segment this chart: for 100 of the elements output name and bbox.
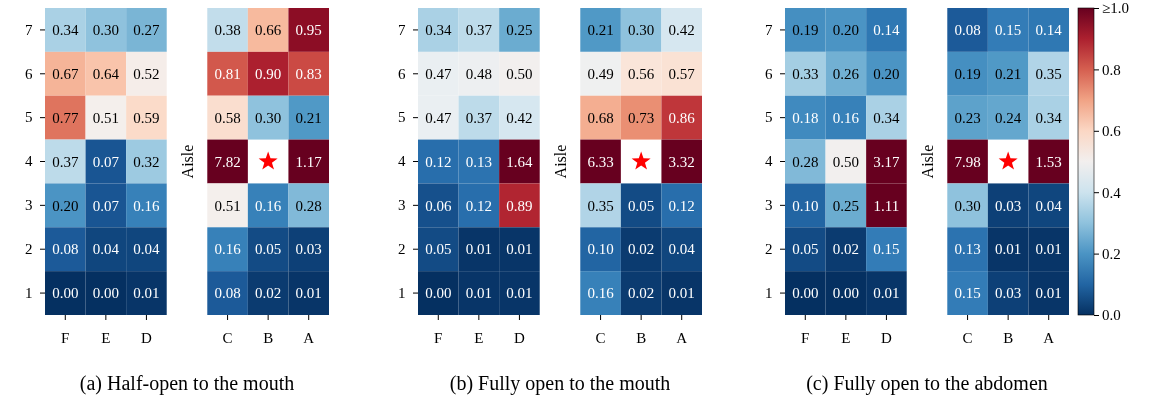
text: (b) Fully open to the mouth	[449, 372, 671, 395]
y-tick-label: 3	[398, 197, 406, 214]
data-label: 0.04	[92, 241, 120, 258]
data-label: 0.21	[587, 22, 614, 39]
data-label: 0.95	[295, 22, 322, 39]
y-tick-label: 5	[25, 109, 33, 126]
data-label: 0.47	[425, 66, 452, 83]
data-label: 1.64	[506, 153, 534, 170]
data-label: 0.34	[1035, 109, 1063, 126]
y-tick-label: 5	[398, 109, 406, 126]
data-label: 0.67	[52, 66, 79, 83]
data-label: 0.30	[255, 109, 282, 126]
data-label: 0.04	[133, 241, 161, 258]
y-tick-label: 7	[398, 21, 406, 38]
color-bar-label: 0.0	[1102, 307, 1121, 324]
data-label: 0.33	[792, 66, 819, 83]
data-label: 1.53	[1035, 153, 1062, 170]
data-label: 0.02	[832, 241, 859, 258]
data-label: 1.17	[295, 153, 323, 170]
x-tick-label: B	[636, 329, 647, 346]
data-label: 0.01	[465, 285, 492, 302]
data-label: 0.56	[628, 66, 655, 83]
data-label: 0.10	[792, 197, 819, 214]
data-label: 0.19	[954, 66, 981, 83]
data-label: 0.28	[295, 197, 322, 214]
y-tick-label: 3	[25, 197, 33, 214]
x-tick-label: F	[801, 329, 810, 346]
data-label: 7.82	[214, 153, 241, 170]
data-label: 0.25	[832, 197, 859, 214]
data-label: 0.05	[792, 241, 819, 258]
data-label: 0.37	[465, 109, 493, 126]
data-label: 0.01	[465, 241, 492, 258]
data-label: 0.13	[465, 153, 492, 170]
data-label: 0.50	[832, 153, 859, 170]
x-tick-label: D	[141, 329, 153, 346]
x-tick-label: A	[1043, 329, 1055, 346]
data-label: 0.02	[255, 285, 282, 302]
data-label: 0.66	[255, 22, 282, 39]
data-label: 0.30	[628, 22, 655, 39]
data-label: 0.01	[873, 285, 900, 302]
data-label: 0.01	[295, 285, 322, 302]
x-tick-label: B	[263, 329, 274, 346]
y-tick-label: 6	[25, 65, 33, 82]
y-tick-label: 1	[398, 284, 406, 301]
y-tick-label: 1	[765, 284, 773, 301]
data-label: 0.10	[587, 241, 614, 258]
data-label: 0.21	[995, 66, 1022, 83]
data-label: 0.50	[506, 66, 533, 83]
data-label: 0.00	[52, 285, 79, 302]
data-label: 0.01	[1035, 285, 1062, 302]
data-label: 0.42	[506, 109, 533, 126]
data-label: 0.24	[995, 109, 1022, 126]
data-label: 0.04	[1035, 197, 1063, 214]
data-label: 0.32	[133, 153, 160, 170]
x-tick-label: E	[841, 329, 851, 346]
data-label: 0.21	[295, 109, 322, 126]
color-bar-label: 0.2	[1102, 245, 1121, 262]
data-label: 0.34	[425, 22, 452, 39]
data-label: 0.20	[873, 66, 900, 83]
data-label: 0.08	[52, 241, 79, 258]
data-label: 0.64	[92, 66, 120, 83]
data-label: 0.01	[995, 241, 1022, 258]
data-label: 0.04	[668, 241, 696, 258]
data-label: 0.16	[214, 241, 242, 258]
data-label: 0.37	[52, 153, 79, 170]
data-label: 0.34	[873, 109, 901, 126]
data-label: 0.01	[506, 241, 533, 258]
y-tick-label: 4	[765, 153, 773, 170]
x-tick-label: C	[962, 329, 973, 346]
annotation: Aisle	[918, 144, 936, 179]
data-label: 0.35	[1035, 66, 1062, 83]
color-bar-label: ≥1.0	[1102, 0, 1129, 17]
data-label: 0.30	[954, 197, 981, 214]
data-label: 0.16	[832, 109, 860, 126]
data-label: 0.27	[133, 22, 161, 39]
data-label: 0.77	[52, 109, 79, 126]
y-tick-label: 2	[398, 241, 406, 258]
y-tick-label: 2	[25, 241, 33, 258]
y-tick-label: 4	[25, 153, 33, 170]
x-tick-label: A	[303, 329, 315, 346]
text: (c) Fully open to the abdomen	[806, 372, 1048, 395]
data-label: 0.16	[587, 285, 615, 302]
data-label: 0.01	[1035, 241, 1062, 258]
data-label: 0.89	[506, 197, 533, 214]
data-label: 0.05	[628, 197, 655, 214]
data-label: 0.19	[792, 22, 819, 39]
data-label: 0.37	[465, 22, 493, 39]
data-label: 0.00	[425, 285, 452, 302]
data-label: 7.98	[954, 153, 981, 170]
data-label: 0.12	[425, 153, 452, 170]
data-label: 0.51	[214, 197, 241, 214]
data-label: 6.33	[587, 153, 614, 170]
data-label: 0.07	[92, 197, 120, 214]
data-label: 0.68	[587, 109, 614, 126]
data-label: 0.81	[214, 66, 241, 83]
data-label: 0.42	[668, 22, 695, 39]
x-tick-label: E	[101, 329, 111, 346]
data-label: 0.35	[587, 197, 614, 214]
data-label: 0.18	[792, 109, 819, 126]
y-tick-label: 2	[765, 241, 773, 258]
